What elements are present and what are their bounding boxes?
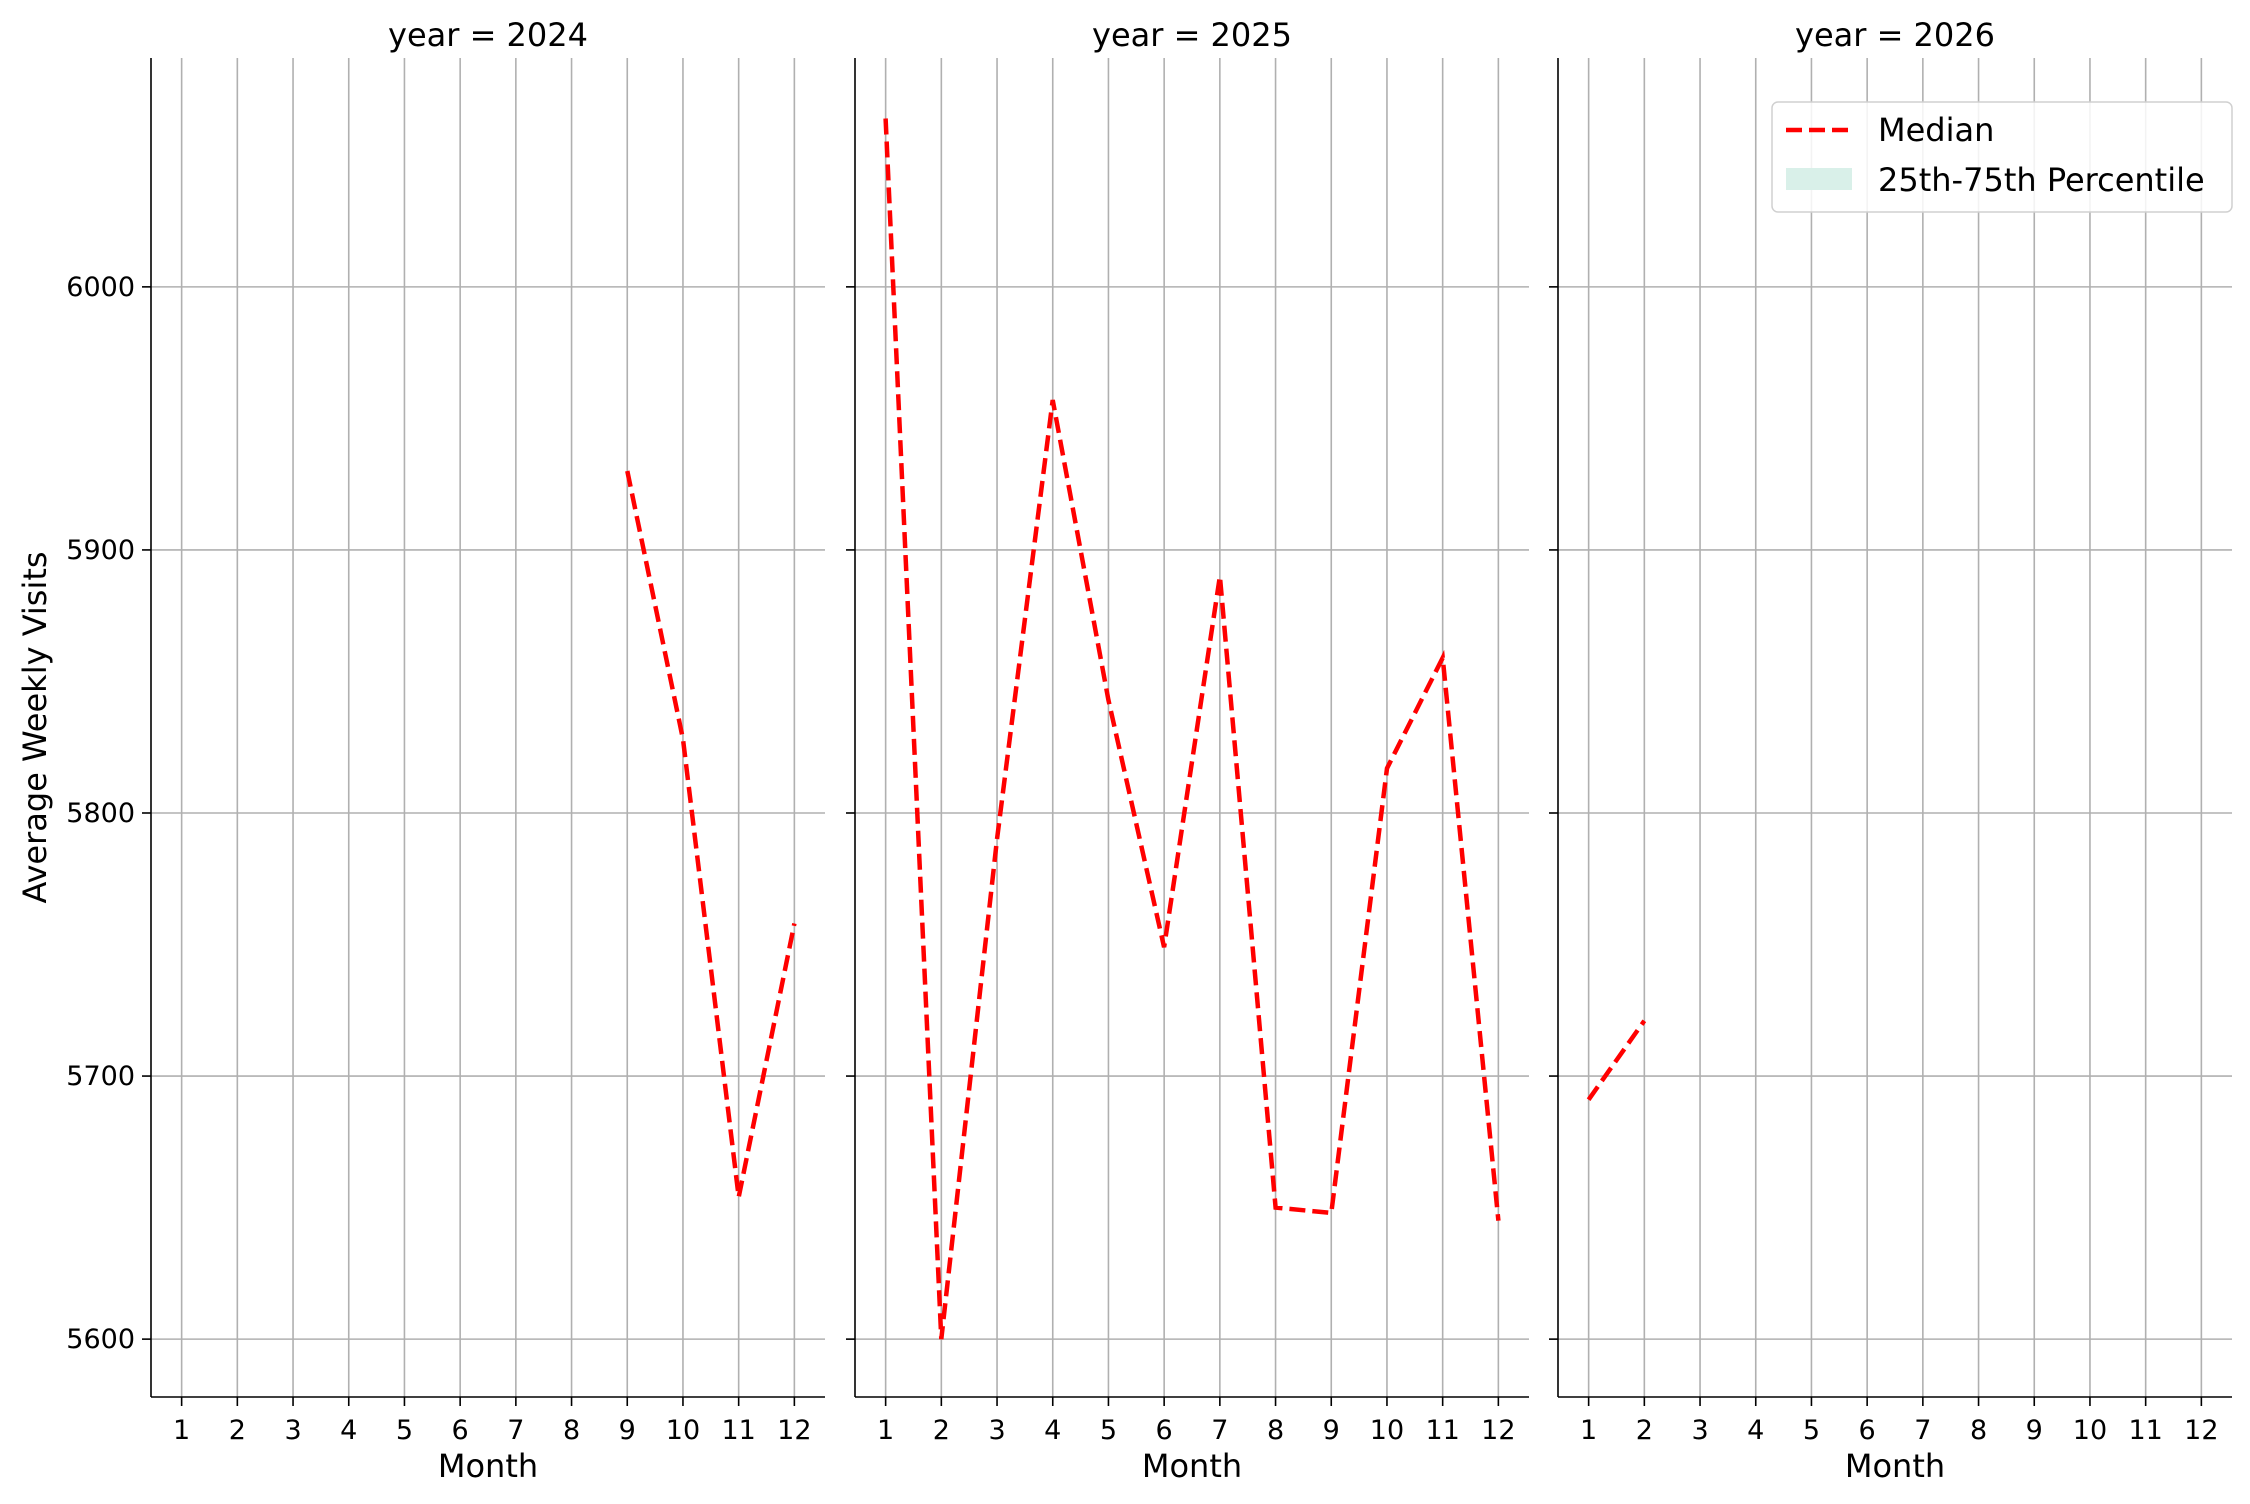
- x-tick-label: 6: [452, 1415, 469, 1446]
- x-tick-label: 4: [340, 1415, 357, 1446]
- x-tick-label: 9: [619, 1415, 636, 1446]
- y-tick-label: 6000: [66, 272, 135, 303]
- x-axis-label: Month: [1845, 1447, 1945, 1485]
- x-tick-label: 3: [284, 1415, 301, 1446]
- x-tick-label: 7: [1211, 1415, 1228, 1446]
- y-tick-label: 5900: [66, 535, 135, 566]
- x-tick-label: 11: [1425, 1415, 1459, 1446]
- legend-percentile-label: 25th-75th Percentile: [1878, 161, 2205, 199]
- legend-median-label: Median: [1878, 111, 1994, 149]
- x-tick-label: 1: [1580, 1415, 1597, 1446]
- x-tick-label: 8: [1970, 1415, 1987, 1446]
- x-tick-label: 9: [2026, 1415, 2043, 1446]
- y-tick-label: 5600: [66, 1324, 135, 1355]
- x-tick-label: 11: [721, 1415, 755, 1446]
- x-tick-label: 2: [1636, 1415, 1653, 1446]
- x-axis-label: Month: [438, 1447, 538, 1485]
- x-tick-label: 12: [2184, 1415, 2218, 1446]
- x-tick-label: 12: [777, 1415, 811, 1446]
- x-tick-label: 10: [1370, 1415, 1404, 1446]
- median-series-line: [627, 471, 794, 1197]
- median-series-line: [1589, 1021, 1645, 1100]
- x-tick-label: 7: [507, 1415, 524, 1446]
- x-tick-label: 6: [1156, 1415, 1173, 1446]
- x-tick-label: 1: [877, 1415, 894, 1446]
- median-series-line: [886, 119, 1499, 1340]
- x-tick-label: 5: [396, 1415, 413, 1446]
- x-tick-label: 8: [1267, 1415, 1284, 1446]
- x-tick-label: 2: [933, 1415, 950, 1446]
- x-tick-label: 3: [988, 1415, 1005, 1446]
- x-tick-label: 10: [666, 1415, 700, 1446]
- x-tick-label: 10: [2073, 1415, 2107, 1446]
- x-tick-label: 11: [2128, 1415, 2162, 1446]
- x-tick-label: 5: [1803, 1415, 1820, 1446]
- panel-title: year = 2026: [1795, 16, 1995, 54]
- x-tick-label: 5: [1100, 1415, 1117, 1446]
- legend-percentile-swatch: [1786, 168, 1852, 190]
- x-tick-label: 1: [173, 1415, 190, 1446]
- x-tick-label: 12: [1481, 1415, 1515, 1446]
- x-tick-label: 8: [563, 1415, 580, 1446]
- y-tick-label: 5700: [66, 1061, 135, 1092]
- panel-title: year = 2025: [1092, 16, 1292, 54]
- panel-title: year = 2024: [388, 16, 588, 54]
- x-tick-label: 9: [1323, 1415, 1340, 1446]
- x-tick-label: 4: [1747, 1415, 1764, 1446]
- x-tick-label: 6: [1859, 1415, 1876, 1446]
- y-axis-label: Average Weekly Visits: [16, 551, 54, 903]
- x-tick-label: 3: [1691, 1415, 1708, 1446]
- x-tick-label: 2: [229, 1415, 246, 1446]
- x-axis-label: Month: [1142, 1447, 1242, 1485]
- x-tick-label: 7: [1914, 1415, 1931, 1446]
- x-tick-label: 4: [1044, 1415, 1061, 1446]
- y-tick-label: 5800: [66, 798, 135, 829]
